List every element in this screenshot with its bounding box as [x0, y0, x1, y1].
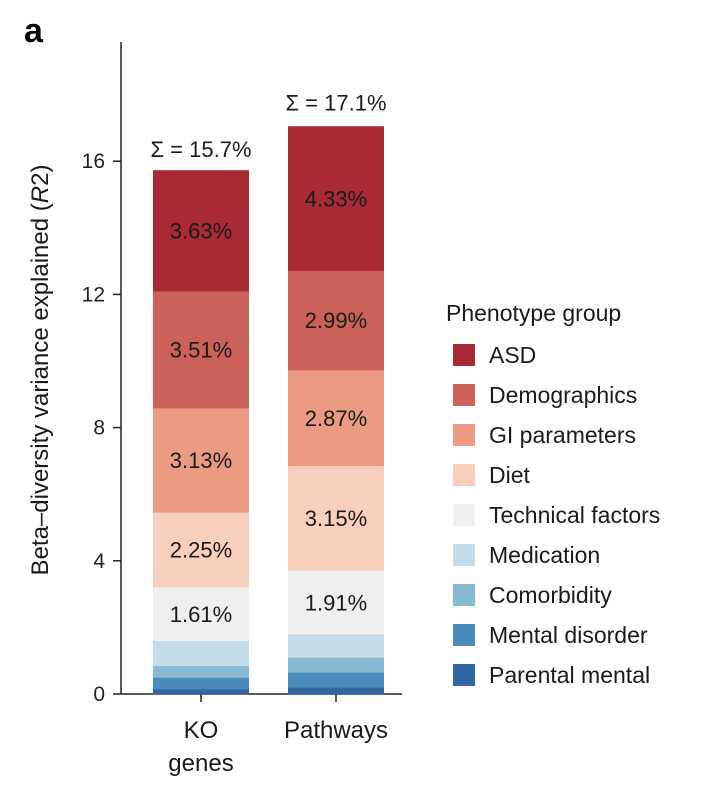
y-tick-label: 8 — [93, 417, 105, 440]
bar-segment-gi-parameters — [288, 369, 384, 466]
bar-segment-parental-mental — [288, 687, 384, 695]
legend-title: Phenotype group — [446, 300, 621, 326]
bar-segment-gi-parameters — [153, 407, 249, 513]
y-axis-title-part: 2) — [27, 165, 54, 186]
segment-value-label: 4.33% — [305, 186, 367, 211]
legend-swatch — [453, 344, 475, 366]
bar-segment-asd — [288, 126, 384, 271]
legend-entry: Technical factors — [489, 502, 660, 528]
segment-value-label: 2.87% — [305, 406, 367, 431]
bar-segment-parental-mental — [153, 689, 249, 695]
legend-entry: Demographics — [489, 382, 637, 408]
bar-segment-technical-factors — [288, 570, 384, 635]
legend-entry: ASD — [489, 342, 536, 368]
legend-swatch — [453, 424, 475, 446]
total-label: Σ = 15.7% — [150, 137, 251, 162]
y-tick-label: 12 — [82, 283, 105, 306]
bar-segment-demographics — [153, 291, 249, 409]
bars — [153, 126, 384, 695]
legend-entry: GI parameters — [489, 422, 636, 448]
bar-segment-medication — [288, 634, 384, 658]
legend-entry: Comorbidity — [489, 582, 612, 608]
bar-segment-asd — [153, 170, 249, 292]
bar-segment-technical-factors — [153, 587, 249, 642]
category-label: genes — [168, 750, 233, 777]
legend-entry: Parental mental — [489, 662, 650, 688]
category-label: KO — [184, 717, 219, 744]
legend-swatch — [453, 664, 475, 686]
legend-entry: Diet — [489, 462, 531, 488]
y-tick-label: 16 — [82, 150, 105, 173]
panel-letter: a — [24, 12, 44, 50]
bar-segment-medication — [153, 640, 249, 667]
bar-segment-mental-disorder — [288, 672, 384, 688]
bar-labels: 1.61% 2.25% 3.13% 3.51% 3.63% Σ = 15.7% KO gene… — [150, 91, 388, 777]
legend-entry: Mental disorder — [489, 622, 648, 648]
legend-swatch — [453, 584, 475, 606]
legend-entry: Medication — [489, 542, 600, 568]
bar-segment-comorbidity — [288, 657, 384, 673]
bar-segment-diet — [288, 465, 384, 571]
bar-segment-comorbidity — [153, 665, 249, 678]
segment-value-label: 3.13% — [170, 448, 232, 473]
segment-value-label: 3.63% — [170, 219, 232, 244]
legend-swatch — [453, 464, 475, 486]
segment-value-label: 3.51% — [170, 338, 232, 363]
legend-swatch — [453, 384, 475, 406]
legend: Phenotype group ASD Demographics GI paramet… — [446, 300, 660, 688]
bar-segment-mental-disorder — [153, 677, 249, 690]
y-tick-label: 0 — [93, 683, 105, 706]
y-axis-title-part: R — [27, 186, 54, 203]
y-tick-label: 4 — [93, 550, 105, 573]
segment-value-label: 1.61% — [170, 602, 232, 627]
y-axis-title-part: Beta–diversity variance explained ( — [27, 203, 54, 575]
segment-value-label: 1.91% — [305, 590, 367, 615]
category-label: Pathways — [284, 717, 388, 744]
segment-value-label: 3.15% — [305, 506, 367, 531]
total-label: Σ = 17.1% — [285, 91, 386, 116]
segment-value-label: 2.25% — [170, 538, 232, 563]
legend-swatch — [453, 504, 475, 526]
bar-segment-diet — [153, 512, 249, 588]
legend-swatch — [453, 624, 475, 646]
segment-value-label: 2.99% — [305, 308, 367, 333]
bar-segment-demographics — [288, 270, 384, 371]
legend-swatch — [453, 544, 475, 566]
y-axis-title: Beta–diversity variance explained (R2) — [27, 165, 54, 576]
